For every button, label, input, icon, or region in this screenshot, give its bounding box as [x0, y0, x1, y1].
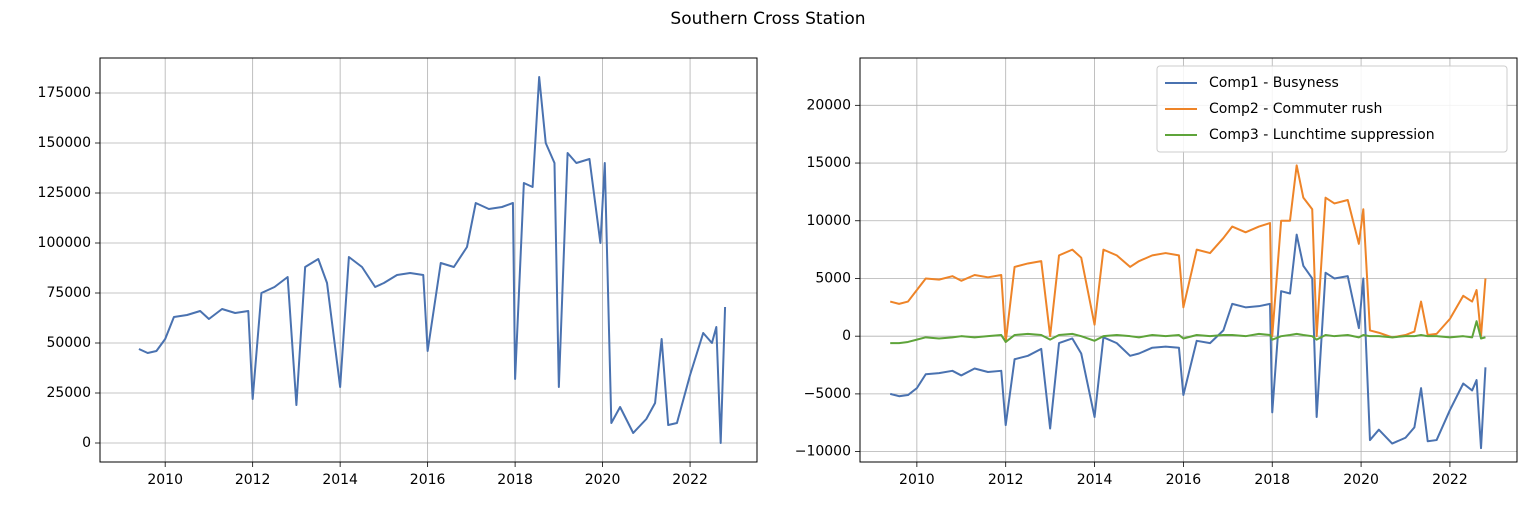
plot-area — [889, 164, 1487, 450]
x-tick-label: 2012 — [235, 472, 271, 488]
y-tick-label: 175000 — [38, 85, 91, 101]
legend-label: Comp2 - Commuter rush — [1209, 101, 1382, 117]
legend-label: Comp3 - Lunchtime suppression — [1209, 127, 1435, 143]
y-tick-label: 0 — [842, 328, 851, 344]
x-tick-label: 2014 — [322, 472, 358, 488]
legend-label: Comp1 - Busyness — [1209, 75, 1339, 91]
data-line — [889, 233, 1487, 450]
y-tick-label: 20000 — [806, 97, 851, 113]
figure-title: Southern Cross Station — [670, 9, 865, 29]
x-tick-label: 2014 — [1077, 472, 1113, 488]
legend-box — [1156, 65, 1508, 153]
y-tick-label: −10000 — [795, 444, 851, 460]
y-tick-label: 50000 — [46, 335, 91, 351]
axes-frame — [99, 57, 758, 463]
y-tick-label: −5000 — [804, 386, 851, 402]
x-tick-label: 2016 — [410, 472, 446, 488]
x-tick-label: 2016 — [1166, 472, 1202, 488]
y-tick-label: 25000 — [46, 385, 91, 401]
y-tick-label: 15000 — [806, 155, 851, 171]
x-tick-label: 2022 — [1432, 472, 1468, 488]
data-line — [890, 320, 1486, 345]
y-tick-label: 0 — [82, 435, 91, 451]
x-tick-label: 2018 — [1254, 472, 1290, 488]
y-tick-label: 10000 — [806, 213, 851, 229]
y-tick-label: 125000 — [38, 185, 91, 201]
y-tick-label: 150000 — [38, 135, 91, 151]
x-tick-label: 2012 — [988, 472, 1024, 488]
x-tick-label: 2018 — [497, 472, 533, 488]
plot-area — [138, 76, 727, 444]
x-tick-label: 2020 — [585, 472, 621, 488]
x-tick-label: 2010 — [899, 472, 935, 488]
x-tick-label: 2010 — [147, 472, 183, 488]
x-tick-label: 2022 — [672, 472, 708, 488]
x-tick-label: 2020 — [1343, 472, 1379, 488]
data-line — [138, 76, 727, 444]
y-tick-label: 75000 — [46, 285, 91, 301]
data-line — [889, 164, 1487, 343]
y-tick-label: 100000 — [38, 235, 91, 251]
axes-frame — [859, 57, 1518, 463]
y-tick-label: 5000 — [815, 270, 851, 286]
